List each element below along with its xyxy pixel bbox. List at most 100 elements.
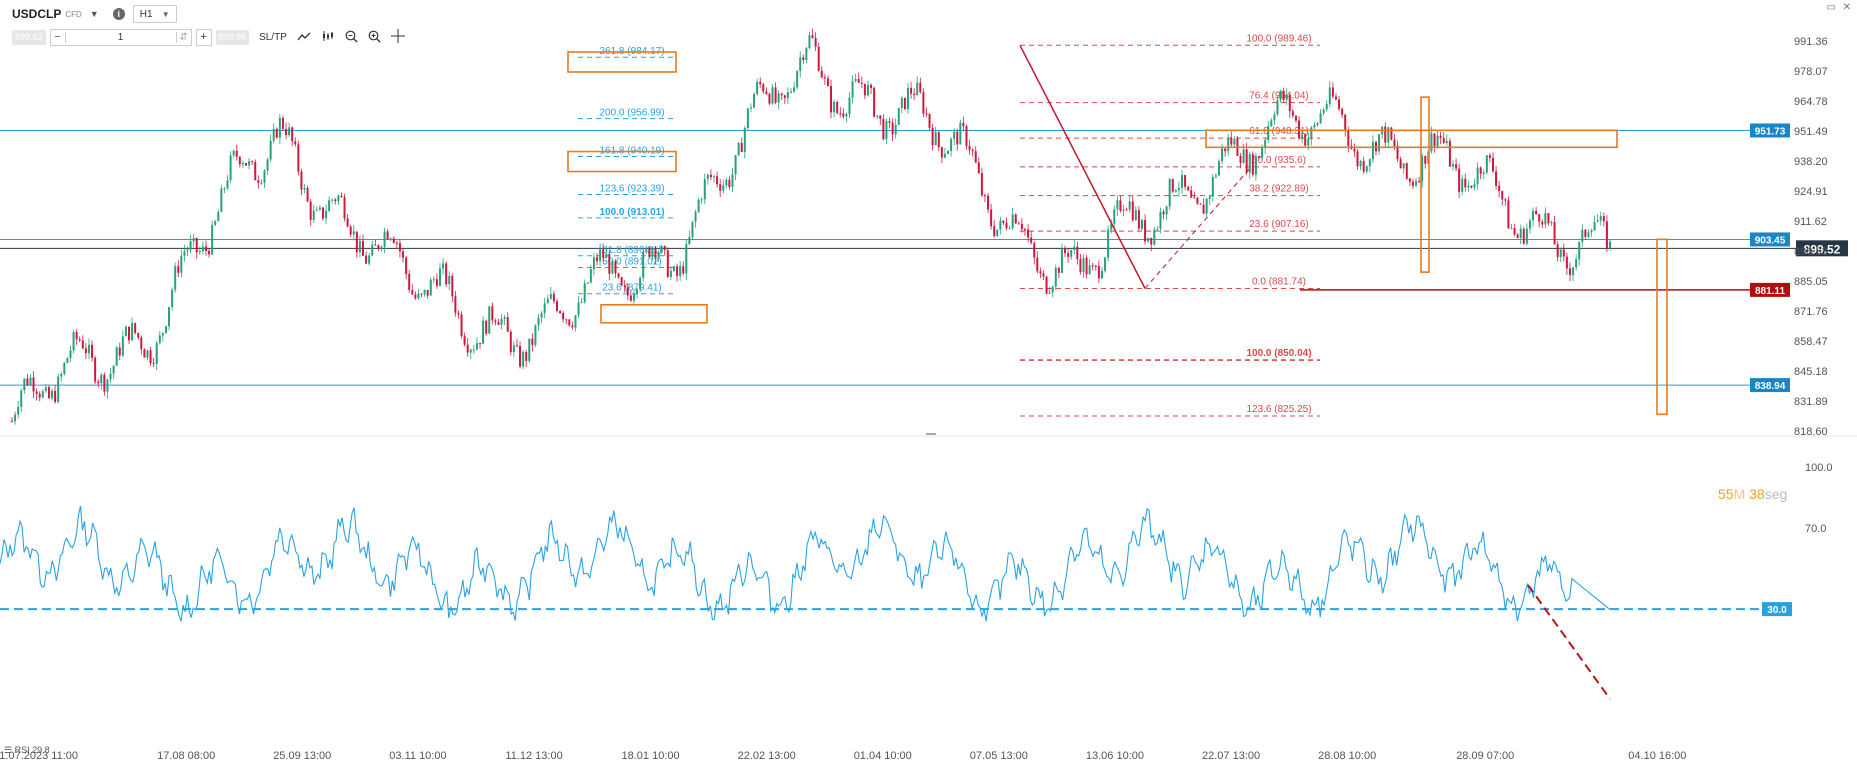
candle-down xyxy=(479,343,482,345)
minus-icon[interactable]: − xyxy=(51,32,66,43)
indicators-icon[interactable] xyxy=(321,30,335,45)
candle-down xyxy=(596,257,599,262)
sell-price[interactable]: 899.63 xyxy=(12,30,46,45)
candle-up xyxy=(1205,198,1208,214)
candle-down xyxy=(888,121,891,123)
candle-down xyxy=(1507,200,1510,229)
candle-up xyxy=(266,159,269,171)
x-tick-label: 28.09 07:00 xyxy=(1456,750,1514,762)
candle-down xyxy=(235,150,238,157)
zoom-out-icon[interactable] xyxy=(345,30,358,46)
candle-up xyxy=(1402,163,1405,169)
candle-down xyxy=(990,209,993,227)
buy-price[interactable]: 899.96 xyxy=(215,30,250,45)
candle-down xyxy=(254,162,257,181)
candle-up xyxy=(17,407,20,415)
candle-down xyxy=(466,344,469,353)
quantity-value[interactable]: 1 xyxy=(117,32,124,43)
plus-icon[interactable]: + xyxy=(195,29,212,46)
candle-up xyxy=(771,87,774,104)
candle-up xyxy=(876,115,879,117)
candle-down xyxy=(974,151,977,163)
candle-up xyxy=(260,182,263,184)
candle-up xyxy=(611,261,614,274)
candle-down xyxy=(1199,203,1202,205)
candle-up xyxy=(87,344,90,354)
candle-down xyxy=(913,93,916,95)
candle-down xyxy=(870,84,873,88)
zoom-in-icon[interactable] xyxy=(368,30,381,46)
candle-up xyxy=(1147,237,1150,242)
crosshair-icon[interactable] xyxy=(390,29,405,46)
close-icon[interactable]: ✕ xyxy=(1842,2,1851,13)
candle-down xyxy=(623,285,626,288)
candle-down xyxy=(402,251,405,258)
timeframe-select[interactable]: H1 ▼ xyxy=(132,5,177,23)
candle-up xyxy=(269,140,272,160)
candle-up xyxy=(220,188,223,212)
fib-retracement-label: 38.2 (922.89) xyxy=(1249,184,1309,195)
candle-down xyxy=(35,391,38,395)
candle-down xyxy=(568,319,571,326)
candle-down xyxy=(1027,229,1030,238)
sltp-button[interactable]: SL/TP xyxy=(259,32,287,43)
candle-up xyxy=(248,161,251,166)
indicator-settings-icon[interactable]: ☰ xyxy=(4,745,13,755)
quantity-stepper[interactable]: − 1 ⇵ xyxy=(49,29,192,46)
candle-down xyxy=(238,156,241,165)
candle-down xyxy=(525,352,528,361)
candle-down xyxy=(84,348,87,354)
candle-down xyxy=(1458,168,1461,192)
level-badge-label: 838.94 xyxy=(1755,381,1786,392)
candle-up xyxy=(534,325,537,345)
info-icon[interactable]: i xyxy=(112,8,125,20)
candle-down xyxy=(1547,213,1550,224)
candle-down xyxy=(811,35,814,38)
candle-up xyxy=(528,338,531,361)
candle-up xyxy=(522,352,525,367)
refresh-icon[interactable]: ⇵ xyxy=(175,32,191,43)
timeframe-value: H1 xyxy=(139,8,153,20)
candle-down xyxy=(968,145,971,150)
candle-up xyxy=(632,294,635,301)
candle-down xyxy=(602,249,605,258)
candle-up xyxy=(679,266,682,277)
candle-up xyxy=(1532,210,1535,221)
candle-up xyxy=(1359,161,1362,167)
line-chart-icon[interactable] xyxy=(297,31,311,45)
candle-up xyxy=(503,317,506,319)
candle-up xyxy=(1581,229,1584,242)
candle-up xyxy=(423,289,426,295)
candle-down xyxy=(940,147,943,158)
symbol-dropdown-icon[interactable]: ▼ xyxy=(89,9,99,19)
candle-up xyxy=(29,377,32,385)
window-controls[interactable]: ▭ ✕ xyxy=(1826,2,1851,13)
candle-up xyxy=(574,315,577,328)
x-tick-label: 22.07 13:00 xyxy=(1202,750,1260,762)
candle-down xyxy=(1257,156,1260,158)
candle-down xyxy=(340,195,343,198)
candle-down xyxy=(1091,265,1094,267)
candle-down xyxy=(1602,216,1605,222)
candle-up xyxy=(1485,155,1488,173)
candle-down xyxy=(1230,137,1233,145)
minimize-icon[interactable]: ▭ xyxy=(1826,2,1836,13)
candle-down xyxy=(1125,209,1128,211)
fib-extension-label: 100.0 (913.01) xyxy=(599,207,664,218)
candle-up xyxy=(651,248,654,257)
level-badge-label: 903.45 xyxy=(1755,235,1786,246)
candle-down xyxy=(716,176,719,185)
candle-up xyxy=(672,266,675,271)
candle-down xyxy=(1568,268,1571,276)
candle-down xyxy=(94,357,97,382)
candle-up xyxy=(885,121,888,140)
symbol-name[interactable]: USDCLP xyxy=(12,7,62,21)
candle-up xyxy=(63,362,66,374)
chart-toolbar: USDCLP CFD ▼ i H1 ▼ 899.63 − 1 ⇵ + 899.96… xyxy=(0,0,1857,48)
candle-down xyxy=(1079,259,1082,272)
y-tick-label: 885.05 xyxy=(1794,276,1828,288)
rsi-level-badge xyxy=(1762,602,1792,617)
candle-down xyxy=(1356,151,1359,167)
candle-down xyxy=(1239,155,1242,163)
